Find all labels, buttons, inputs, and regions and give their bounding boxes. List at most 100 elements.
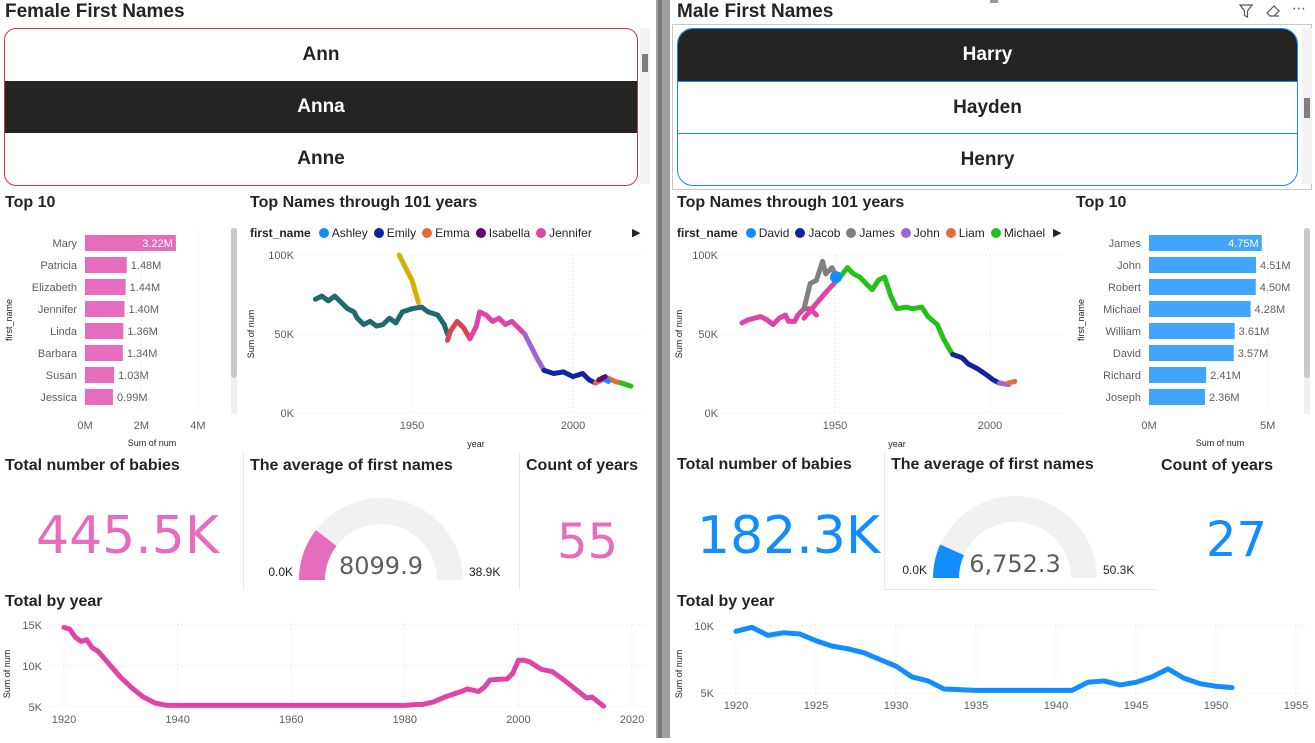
x-tick-label: 2020 bbox=[620, 714, 644, 726]
gauge-fill bbox=[933, 544, 964, 578]
bar-john[interactable] bbox=[1149, 257, 1257, 273]
female-count-years-title: Count of years bbox=[526, 457, 639, 474]
bar-james[interactable] bbox=[1149, 235, 1262, 251]
chart-scroll-thumb[interactable] bbox=[1304, 228, 1310, 378]
more-options-icon[interactable]: ⋯ bbox=[1292, 0, 1306, 16]
x-tick-label: 1960 bbox=[279, 714, 303, 726]
legend-item-jennifer[interactable]: Jennifer bbox=[549, 226, 592, 240]
bar-elizabeth[interactable] bbox=[85, 279, 126, 295]
slicer-item-anna[interactable]: Anna bbox=[5, 81, 637, 133]
bar-joseph[interactable] bbox=[1149, 389, 1205, 405]
category-label: Elizabeth bbox=[32, 282, 77, 294]
female-total-by-year-chart[interactable]: 15K 10K 5K 1920 1940 1960 1980 2000 2020 Sum of n… bbox=[0, 612, 652, 738]
series-line[interactable] bbox=[618, 380, 634, 389]
slicer-item-anne[interactable]: Anne bbox=[297, 148, 345, 169]
bar-jessica[interactable] bbox=[85, 389, 113, 405]
y-tick-label: 0K bbox=[281, 408, 295, 420]
y-tick-label: 50K bbox=[698, 329, 718, 341]
male-slicer-scrollbar[interactable] bbox=[1302, 28, 1312, 184]
legend-item-james[interactable]: James bbox=[859, 226, 895, 240]
legend-item-liam[interactable]: Liam bbox=[958, 226, 985, 240]
legend-item-jacob[interactable]: Jacob bbox=[808, 226, 841, 240]
series-line[interactable] bbox=[312, 293, 415, 329]
category-label: Susan bbox=[46, 370, 77, 382]
male-top10-chart[interactable]: 0M 5M James 4.75M John 4.51M Robert 4.50M Michae… bbox=[1070, 220, 1315, 452]
female-names-slicer[interactable]: Ann Anna Anne bbox=[4, 28, 638, 186]
legend-next-arrow-icon[interactable]: ▶ bbox=[632, 227, 641, 239]
female-slicer-scroll-thumb[interactable] bbox=[642, 54, 648, 72]
male-names-slicer[interactable]: Harry Hayden Henry bbox=[677, 28, 1298, 186]
category-label: David bbox=[1113, 348, 1141, 360]
gauge-fill bbox=[299, 530, 337, 580]
bar-robert[interactable] bbox=[1149, 279, 1256, 295]
y-tick-label: 15K bbox=[22, 620, 42, 632]
filter-icon[interactable] bbox=[1238, 3, 1254, 19]
eraser-icon[interactable] bbox=[1265, 3, 1281, 19]
female-slicer-scrollbar[interactable] bbox=[640, 28, 650, 184]
series-line[interactable] bbox=[1006, 378, 1018, 386]
drag-handle-icon[interactable] bbox=[990, 0, 998, 3]
category-label: Robert bbox=[1108, 282, 1141, 294]
legend-item-john[interactable]: John bbox=[913, 226, 940, 240]
bar-jennifer[interactable] bbox=[85, 301, 125, 317]
series-line[interactable] bbox=[467, 309, 528, 342]
bar-mary[interactable] bbox=[85, 235, 176, 251]
bar-richard[interactable] bbox=[1149, 367, 1207, 383]
legend-item-emily[interactable]: Emily bbox=[386, 226, 417, 240]
category-label: Linda bbox=[50, 326, 78, 338]
male-total-by-year-chart[interactable]: 10K 5K 1920 1925 1930 1935 1940 1945 1950 1955 Sum… bbox=[670, 612, 1315, 738]
data-label: 1.03M bbox=[118, 370, 149, 382]
y-axis-title: Sum of num bbox=[674, 650, 684, 699]
x-tick-label: 0M bbox=[77, 420, 92, 432]
series-line[interactable] bbox=[838, 265, 956, 358]
female-top10-chart[interactable]: 0M 2M 4M Mary 3.22M Patricia 1.48M Elizabeth 1.4… bbox=[0, 220, 240, 452]
series-line[interactable] bbox=[801, 258, 838, 312]
data-label: 1.44M bbox=[130, 282, 161, 294]
bar-linda[interactable] bbox=[85, 323, 124, 339]
female-trend-chart[interactable]: 100K 50K 0K 1950 2000 Sum of num year bbox=[246, 244, 650, 452]
highlight-point[interactable] bbox=[830, 271, 842, 284]
female-trend-legend[interactable]: first_name Ashley Emily Emma Isabella Jennife… bbox=[250, 226, 592, 240]
legend-item-ashley[interactable]: Ashley bbox=[331, 226, 368, 240]
category-label: Joseph bbox=[1106, 392, 1141, 404]
series-line[interactable] bbox=[396, 252, 421, 305]
chart-scroll-thumb[interactable] bbox=[231, 228, 237, 378]
legend-marker-liam bbox=[945, 228, 956, 238]
total-line[interactable] bbox=[61, 624, 607, 709]
slicer-item-henry[interactable]: Henry bbox=[678, 133, 1297, 185]
series-line[interactable] bbox=[596, 374, 608, 383]
bar-william[interactable] bbox=[1149, 323, 1235, 339]
series-line[interactable] bbox=[444, 318, 473, 343]
male-average-gauge[interactable]: 6,752.3 0.0K 50.3K bbox=[891, 480, 1153, 590]
slicer-item-ann[interactable]: Ann bbox=[302, 44, 340, 65]
gauge-value: 8099.9 bbox=[339, 552, 423, 580]
male-average-title: The average of first names bbox=[891, 456, 1094, 473]
bar-barbara[interactable] bbox=[85, 345, 123, 361]
legend-marker-ashley bbox=[318, 228, 329, 238]
data-label: 1.40M bbox=[129, 304, 160, 316]
slicer-item-harry[interactable]: Harry bbox=[678, 29, 1297, 81]
series-line[interactable] bbox=[541, 367, 599, 386]
bar-susan[interactable] bbox=[85, 367, 115, 383]
legend-item-isabella[interactable]: Isabella bbox=[488, 226, 531, 240]
series-line[interactable] bbox=[950, 352, 1002, 386]
male-trend-legend[interactable]: first_name David Jacob James John Liam Michael bbox=[677, 226, 1045, 240]
series-line[interactable] bbox=[522, 331, 547, 373]
bar-david[interactable] bbox=[1149, 345, 1234, 361]
bar-michael[interactable] bbox=[1149, 301, 1251, 317]
legend-item-emma[interactable]: Emma bbox=[435, 226, 470, 240]
category-label: Richard bbox=[1103, 370, 1141, 382]
legend-next-arrow-icon-male[interactable]: ▶ bbox=[1053, 227, 1062, 239]
female-average-gauge[interactable]: 8099.9 0.0K 38.9K bbox=[250, 480, 518, 590]
legend-item-michael[interactable]: Michael bbox=[1003, 226, 1046, 240]
x-tick-label: 5M bbox=[1260, 420, 1275, 432]
total-line[interactable] bbox=[733, 624, 1235, 693]
male-slicer-scroll-thumb[interactable] bbox=[1304, 98, 1310, 118]
data-label: 1.34M bbox=[127, 348, 158, 360]
male-trend-chart[interactable]: 100K 50K 0K 1950 2000 Sum of num year bbox=[672, 244, 1070, 452]
slicer-item-hayden[interactable]: Hayden bbox=[678, 81, 1297, 133]
data-label: 3.22M bbox=[142, 238, 173, 250]
legend-item-david[interactable]: David bbox=[758, 226, 790, 240]
bar-patricia[interactable] bbox=[85, 257, 127, 273]
series-line[interactable] bbox=[409, 304, 450, 337]
